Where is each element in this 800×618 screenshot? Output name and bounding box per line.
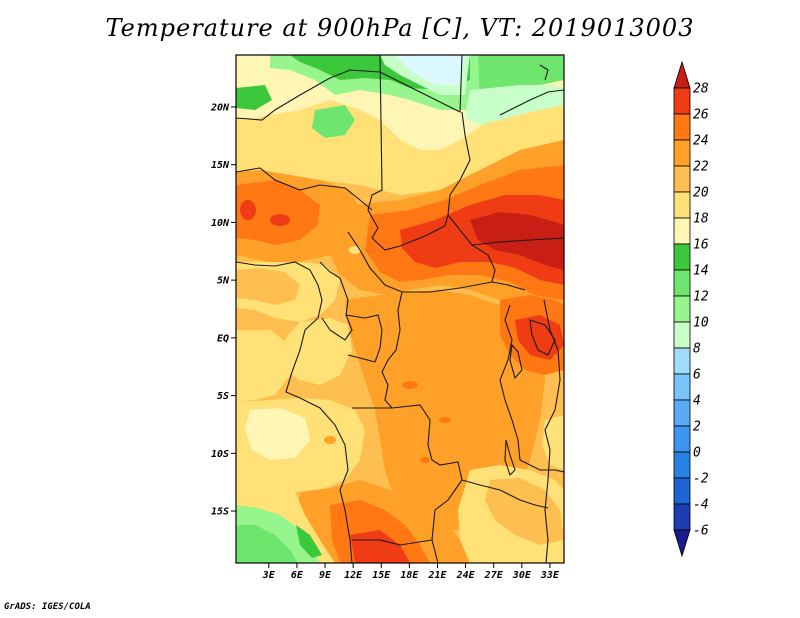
lat-tick-label: 10N xyxy=(211,218,230,229)
colorbar-level-label: 0 xyxy=(693,446,701,461)
lon-tick-label: 9E xyxy=(319,570,332,581)
colorbar-segment xyxy=(673,217,691,245)
lat-tick-label: 5S xyxy=(217,391,229,402)
colorbar-level-label: 6 xyxy=(693,368,701,383)
lat-tick-label: 20N xyxy=(210,102,230,113)
temperature-field xyxy=(236,55,564,563)
latitude-axis: 20N 15N 10N 5N EQ 5S 10S 15S xyxy=(210,102,236,518)
colorbar-segment xyxy=(673,347,691,375)
colorbar-segment xyxy=(673,113,691,141)
lon-tick-label: 6E xyxy=(291,570,304,581)
longitude-axis: 3E 6E 9E 12E 15E 18E 21E 24E 27E 30E 33E xyxy=(262,563,560,581)
lat-tick-label: 10S xyxy=(211,449,229,460)
lat-tick-label: EQ xyxy=(217,333,229,344)
colorbar-segment xyxy=(673,529,691,558)
colorbar-level-label: 28 xyxy=(693,82,709,97)
colorbar-segment xyxy=(673,295,691,323)
colorbar-level-label: -6 xyxy=(693,524,709,539)
colorbar-segment xyxy=(673,87,691,115)
lon-tick-label: 27E xyxy=(484,570,504,581)
colorbar-level-label: 18 xyxy=(693,212,709,227)
map-frame xyxy=(235,54,565,564)
colorbar-level-label: 4 xyxy=(693,394,701,409)
colorbar-level-label: 8 xyxy=(693,342,701,357)
lon-tick-label: 3E xyxy=(262,570,276,581)
lat-tick-label: 5N xyxy=(217,276,230,287)
colorbar-level-label: 22 xyxy=(693,160,709,175)
lat-tick-label: 15N xyxy=(211,160,230,171)
colorbar-level-label: 24 xyxy=(693,134,709,149)
colorbar-level-label: 2 xyxy=(693,420,701,435)
grads-credit: GrADS: IGES/COLA xyxy=(4,602,91,612)
colorbar-segment xyxy=(673,139,691,167)
colorbar-level-label: 26 xyxy=(693,108,709,123)
lon-tick-label: 30E xyxy=(512,570,532,581)
colorbar-segment xyxy=(673,165,691,193)
colorbar-segment xyxy=(673,191,691,219)
colorbar-segment xyxy=(673,269,691,297)
colorbar-segment xyxy=(673,321,691,349)
lat-tick-label: 15S xyxy=(211,507,229,518)
lon-tick-label: 24E xyxy=(456,570,476,581)
colorbar-segment xyxy=(673,451,691,479)
lon-tick-label: 21E xyxy=(427,570,447,581)
colorbar-segment xyxy=(673,425,691,453)
colorbar-segment xyxy=(673,373,691,401)
colorbar-level-label: 14 xyxy=(693,264,709,279)
colorbar-segment xyxy=(673,60,691,89)
map-title: Temperature at 900hPa [C], VT: 201901300… xyxy=(105,14,695,42)
lon-tick-label: 18E xyxy=(400,570,419,581)
colorbar-level-label: -2 xyxy=(693,472,709,487)
colorbar-segment xyxy=(673,477,691,505)
lon-tick-label: 15E xyxy=(372,570,391,581)
lon-tick-label: 33E xyxy=(540,570,560,581)
country-borders xyxy=(236,55,564,563)
colorbar-segment xyxy=(673,399,691,427)
colorbar-level-label: 10 xyxy=(693,316,709,331)
colorbar-level-label: 20 xyxy=(693,186,709,201)
lon-tick-label: 12E xyxy=(344,570,363,581)
colorbar-level-label: 16 xyxy=(693,238,709,253)
colorbar-segment xyxy=(673,503,691,531)
colorbar-segment xyxy=(673,243,691,271)
colorbar-level-label: 12 xyxy=(693,290,709,305)
colorbar-level-label: -4 xyxy=(693,498,709,513)
